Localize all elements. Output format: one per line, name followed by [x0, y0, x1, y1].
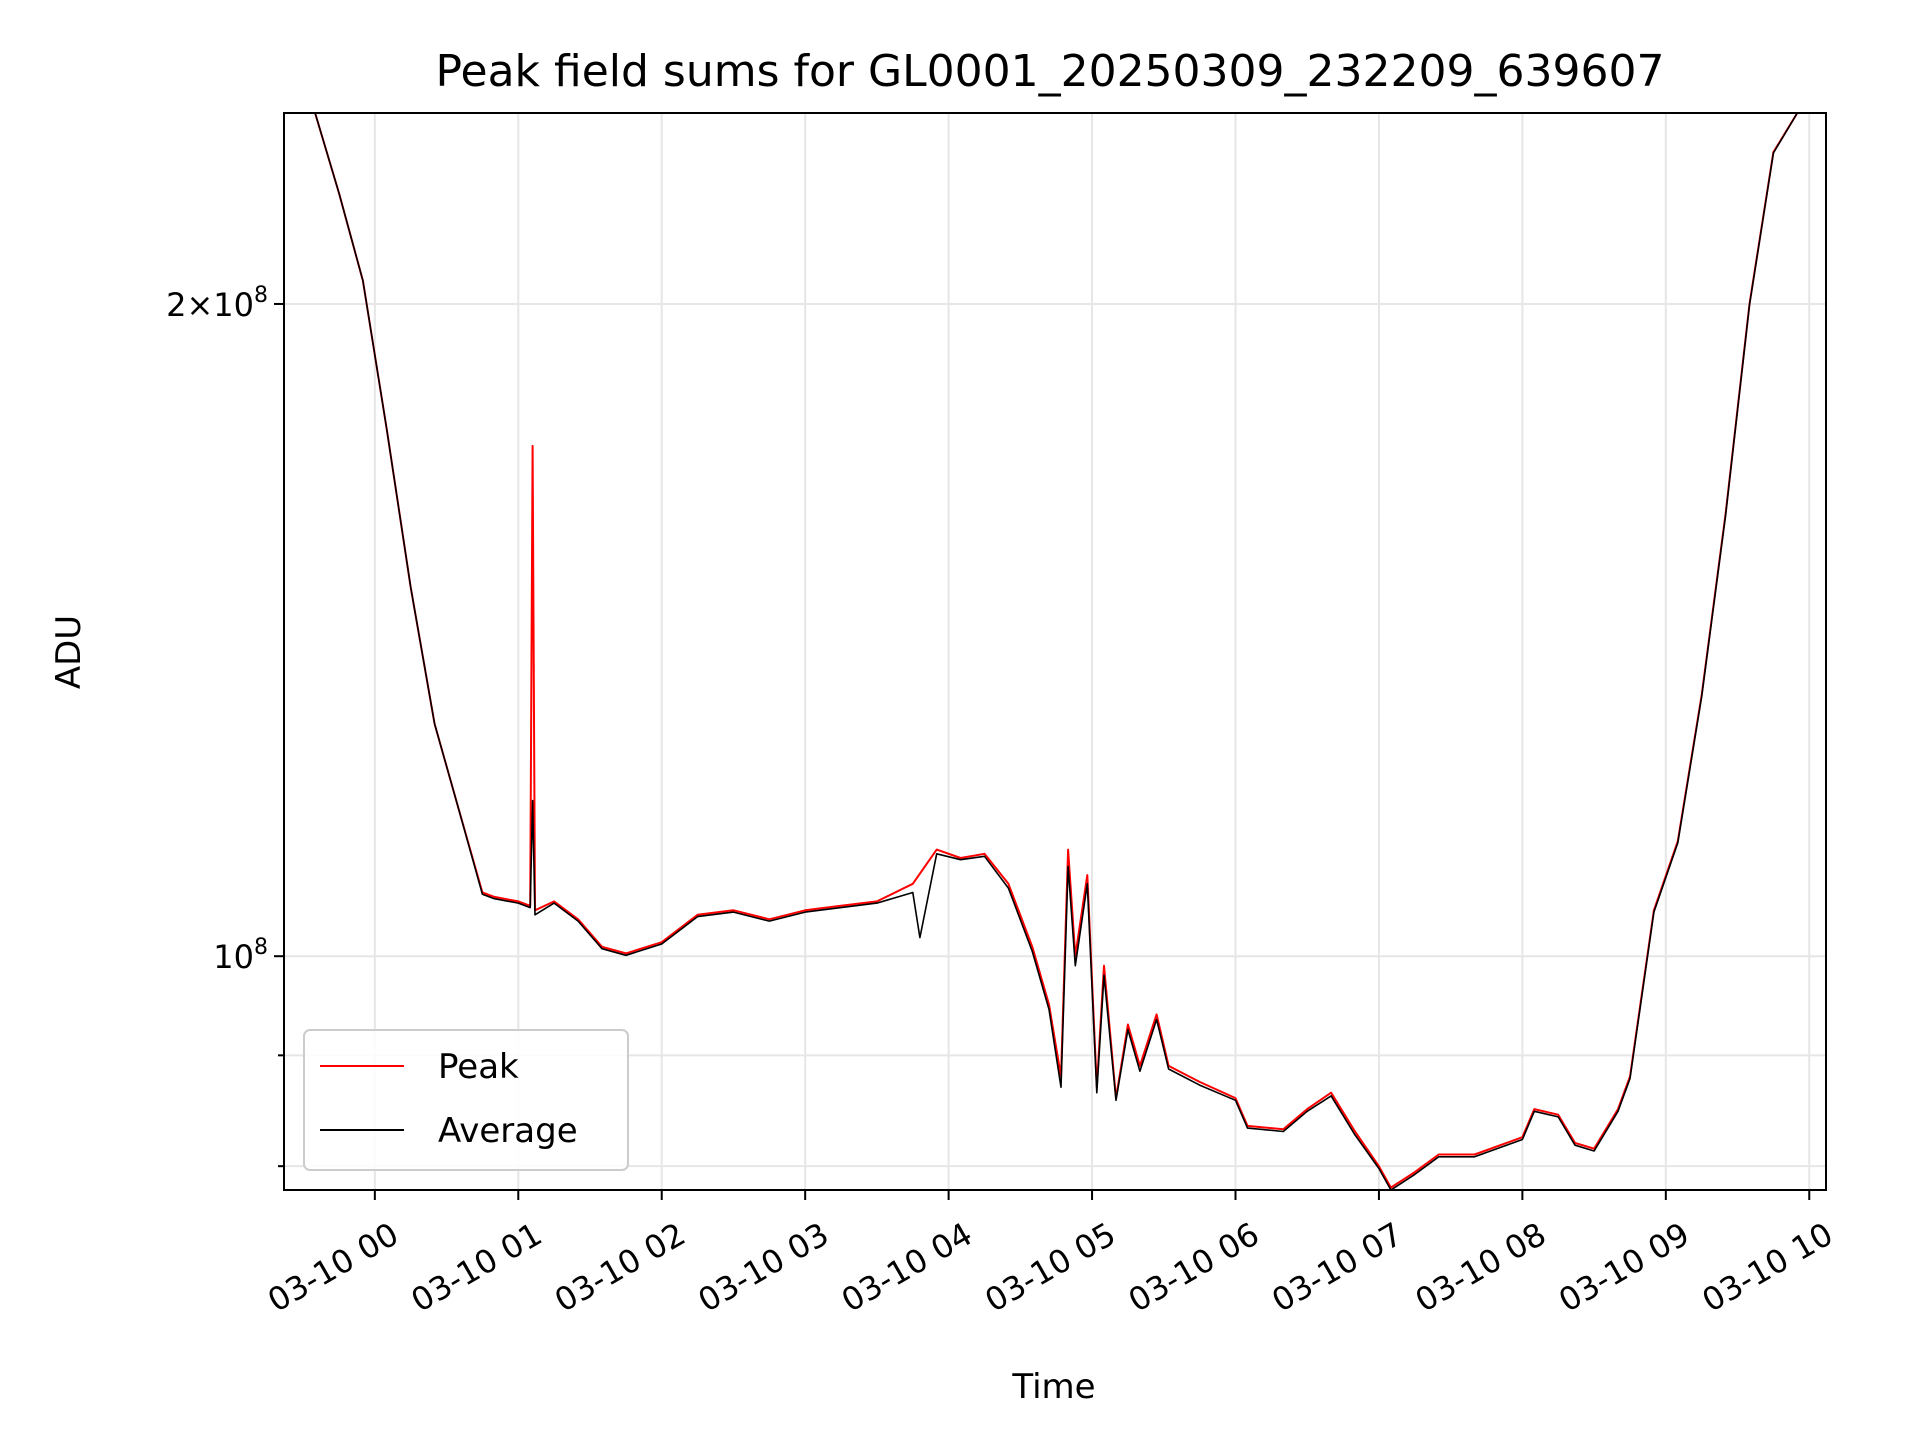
chart-title: Peak field sums for GL0001_20250309_2322… [436, 46, 1665, 97]
y-tick-label: 108 [213, 935, 268, 976]
plot-frame [283, 112, 1827, 1191]
x-axis-label: Time [1011, 1367, 1095, 1407]
legend: Peak Average [303, 1029, 629, 1171]
grid [284, 113, 1826, 1190]
y-tick-label: 2×108 [166, 283, 268, 324]
series-line-average [284, 112, 1826, 1191]
legend-label-average: Average [438, 1111, 578, 1151]
series-layer [284, 112, 1826, 1191]
y-axis: 108 2×108 [166, 283, 284, 1168]
series-line-peak [284, 112, 1826, 1189]
legend-label-peak: Peak [438, 1047, 519, 1087]
y-axis-label: ADU [49, 615, 89, 689]
